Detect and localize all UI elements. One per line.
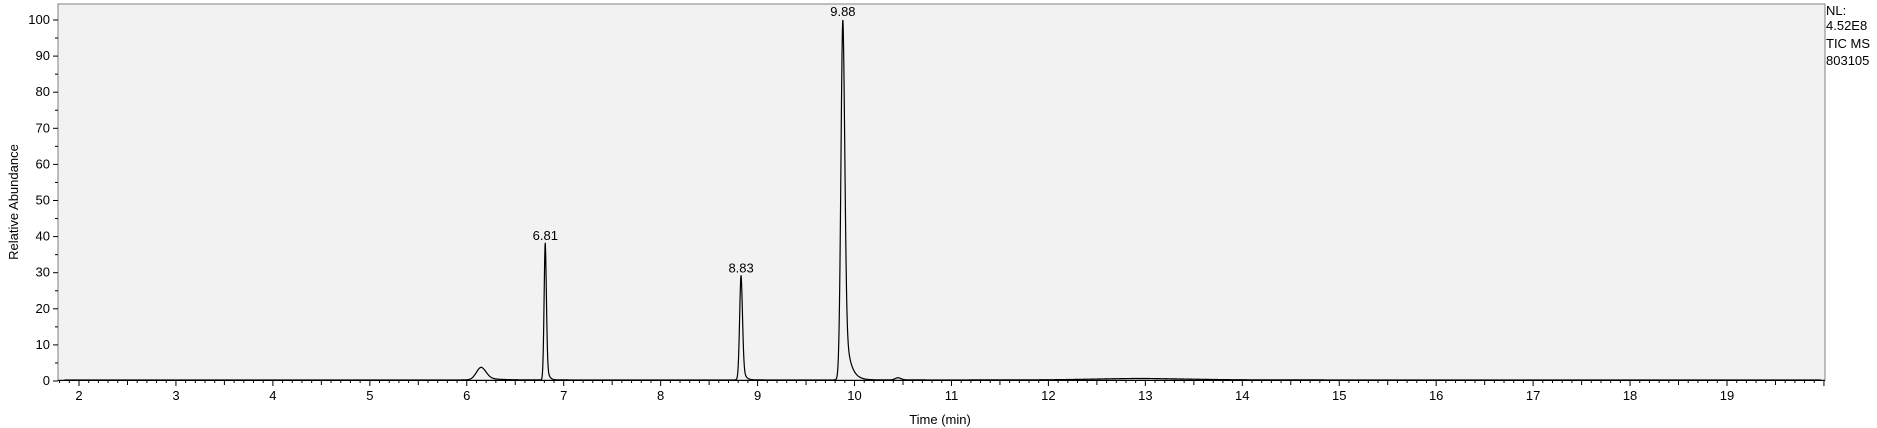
x-tick-label: 4 (269, 388, 276, 403)
x-tick-label: 14 (1235, 388, 1249, 403)
x-axis: 2 3 4 5 6 7 8 9 10 11 12 13 14 15 16 17 18 19 (58, 380, 1825, 403)
nl-value: 4.52E8 (1826, 18, 1868, 33)
y-tick-label: 50 (36, 193, 50, 208)
y-tick-label: 60 (36, 156, 50, 171)
x-tick-label: 2 (75, 388, 82, 403)
y-tick-label: 80 (36, 84, 50, 99)
peak-labels: 6.81 8.83 9.88 (533, 4, 856, 275)
x-tick-label: 7 (560, 388, 567, 403)
x-tick-label: 18 (1623, 388, 1637, 403)
plot-area (57, 3, 1826, 381)
nl-label: NL: (1826, 3, 1847, 18)
peak-label: 6.81 (533, 228, 558, 243)
y-axis: 0 10 20 30 40 50 60 70 80 90 100 (28, 12, 58, 388)
peak-label: 9.88 (830, 4, 855, 19)
x-tick-label: 8 (657, 388, 664, 403)
y-tick-label: 0 (43, 373, 50, 388)
tic-trace-line (64, 19, 1821, 381)
y-tick-label: 30 (36, 265, 50, 280)
x-tick-label: 9 (754, 388, 761, 403)
y-tick-label: 90 (36, 48, 50, 63)
y-tick-label: 40 (36, 229, 50, 244)
x-tick-label: 19 (1720, 388, 1734, 403)
x-tick-label: 11 (945, 388, 959, 403)
x-tick-label: 13 (1138, 388, 1152, 403)
file-label: 803105 (1826, 53, 1870, 68)
x-tick-label: 17 (1526, 388, 1540, 403)
peak-label: 8.83 (728, 260, 753, 275)
x-tick-label: 5 (366, 388, 373, 403)
y-tick-label: 20 (36, 301, 50, 316)
x-axis-label: Time (min) (909, 412, 971, 427)
x-tick-label: 16 (1429, 388, 1443, 403)
y-tick-label: 100 (28, 12, 50, 27)
x-tick-label: 6 (463, 388, 470, 403)
x-tick-label: 3 (172, 388, 179, 403)
y-tick-label: 10 (36, 337, 50, 352)
x-tick-label: 10 (847, 388, 861, 403)
trace-type-label: TIC MS (1826, 36, 1871, 51)
y-axis-label: Relative Abundance (6, 144, 21, 260)
x-tick-label: 12 (1041, 388, 1055, 403)
y-tick-label: 70 (36, 120, 50, 135)
x-tick-label: 15 (1332, 388, 1346, 403)
